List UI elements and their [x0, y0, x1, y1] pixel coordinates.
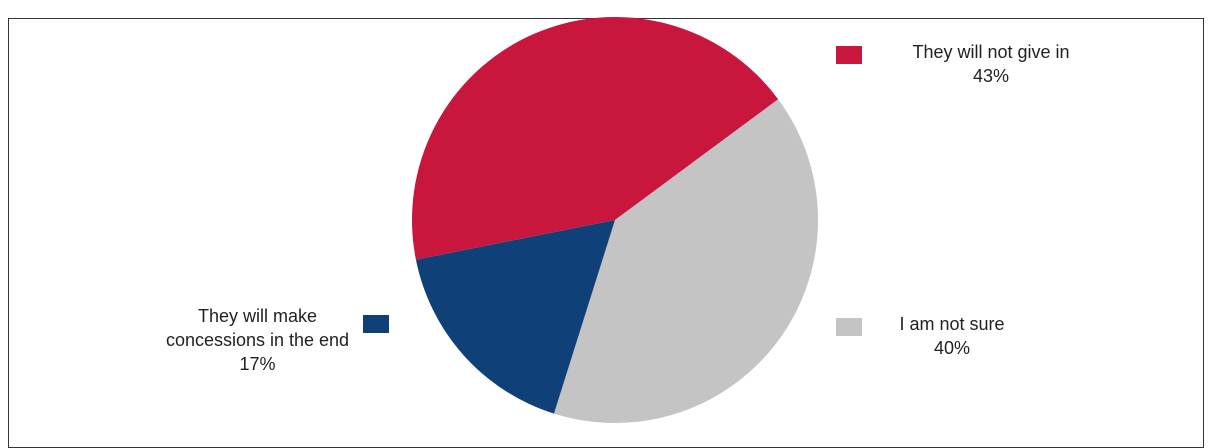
slice-label: They will make concessions in the end 17% [150, 304, 365, 376]
category-label: They will make concessions in the end [165, 306, 350, 350]
value-label: 17% [239, 354, 276, 374]
value-label: 43% [972, 66, 1010, 86]
category-label: I am not sure [899, 314, 1005, 334]
slice-label: They will not give in 43% [866, 40, 1116, 88]
pie-slice [415, 220, 615, 414]
pie-slice [553, 99, 818, 423]
pie-slice [411, 16, 779, 260]
legend-swatch [836, 46, 862, 64]
category-label: They will not give in [912, 42, 1070, 62]
value-label: 40% [933, 338, 971, 358]
legend-swatch [363, 315, 389, 333]
slice-label: I am not sure 40% [866, 312, 1038, 360]
legend-swatch [836, 318, 862, 336]
